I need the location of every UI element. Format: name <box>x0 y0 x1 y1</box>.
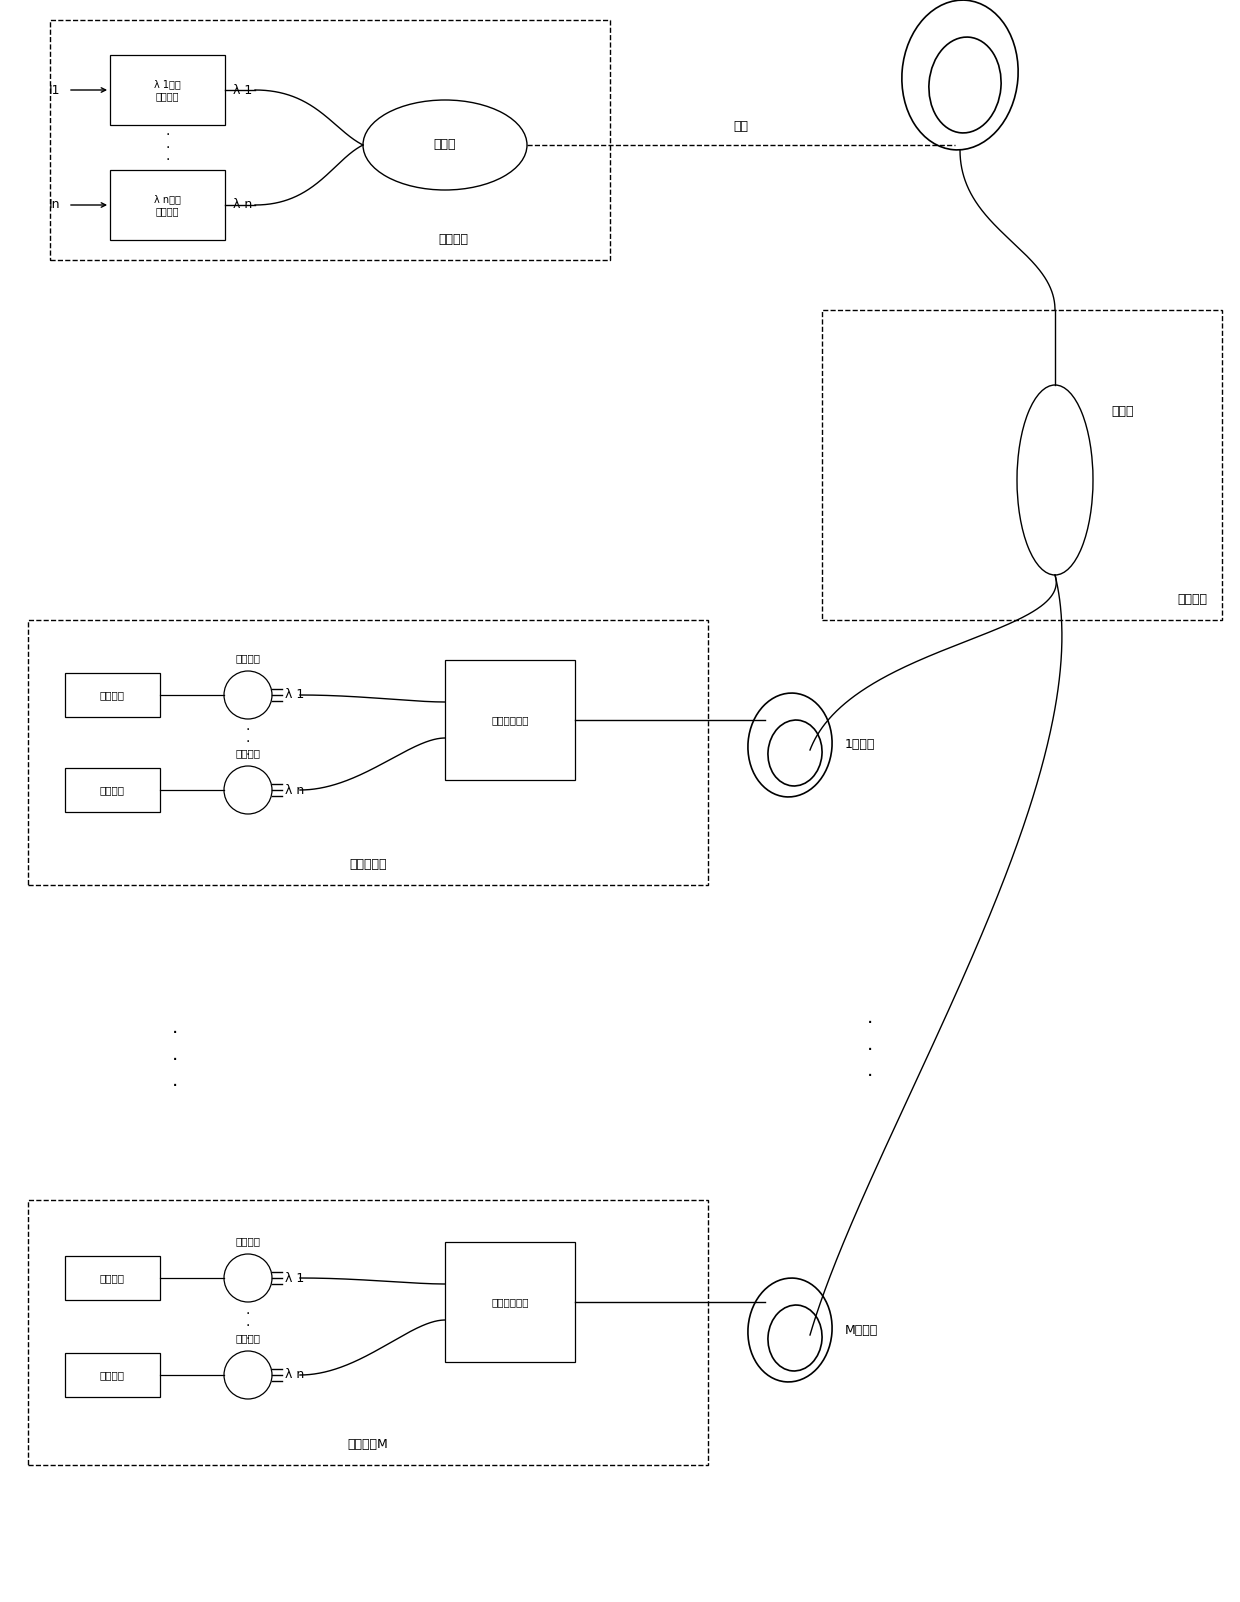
Bar <box>64 1256 160 1299</box>
Text: λ 1: λ 1 <box>233 83 252 96</box>
Text: 光电开关: 光电开关 <box>236 748 260 758</box>
Text: λ n: λ n <box>233 199 252 211</box>
Bar <box>110 54 224 125</box>
Text: 光波分复用器: 光波分复用器 <box>491 1298 528 1307</box>
Text: 检测电路: 检测电路 <box>99 785 124 795</box>
Text: 1号通道: 1号通道 <box>844 739 875 751</box>
Bar <box>822 311 1221 620</box>
Text: 光电开关: 光电开关 <box>236 654 260 663</box>
Text: M号通道: M号通道 <box>844 1323 878 1336</box>
Bar <box>29 620 708 884</box>
Text: 检测电路: 检测电路 <box>99 1274 124 1283</box>
Bar <box>29 1200 708 1464</box>
Bar <box>64 1354 160 1397</box>
Bar <box>64 673 160 718</box>
Text: 发送单元: 发送单元 <box>438 232 469 247</box>
Text: I1: I1 <box>48 83 60 96</box>
Bar <box>445 1242 575 1362</box>
Bar <box>64 767 160 812</box>
Text: λ 1: λ 1 <box>285 1272 304 1285</box>
Bar <box>445 660 575 780</box>
Text: 分配单元: 分配单元 <box>1177 593 1207 606</box>
Text: 检测电路: 检测电路 <box>99 690 124 700</box>
Text: In: In <box>48 199 60 211</box>
Text: ·
·
·: · · · <box>246 1307 250 1346</box>
Text: 检测电路: 检测电路 <box>99 1370 124 1379</box>
Text: 光电开关: 光电开关 <box>236 1237 260 1246</box>
Text: λ 1波长
光发射机: λ 1波长 光发射机 <box>154 78 181 101</box>
Text: 光电开关: 光电开关 <box>236 1333 260 1342</box>
Text: ·
·
·: · · · <box>246 723 250 763</box>
Text: ·
·
·: · · · <box>165 128 170 167</box>
Text: ·
·
·: · · · <box>172 1024 179 1096</box>
Text: 耦合器: 耦合器 <box>434 138 456 152</box>
Text: 光波分复用器: 光波分复用器 <box>491 714 528 726</box>
Text: λ n: λ n <box>285 783 304 796</box>
Text: λ n: λ n <box>285 1368 304 1381</box>
Bar <box>50 19 610 260</box>
Bar <box>110 170 224 240</box>
Text: 接收单元M: 接收单元M <box>347 1439 388 1451</box>
Text: 耦合器: 耦合器 <box>1111 405 1133 418</box>
Text: ·
·
·: · · · <box>867 1014 873 1086</box>
Text: λ n波长
光发射机: λ n波长 光发射机 <box>154 194 181 216</box>
Text: λ 1: λ 1 <box>285 689 304 702</box>
Text: 接收单元１: 接收单元１ <box>350 859 387 871</box>
Text: 光纤: 光纤 <box>734 120 749 133</box>
